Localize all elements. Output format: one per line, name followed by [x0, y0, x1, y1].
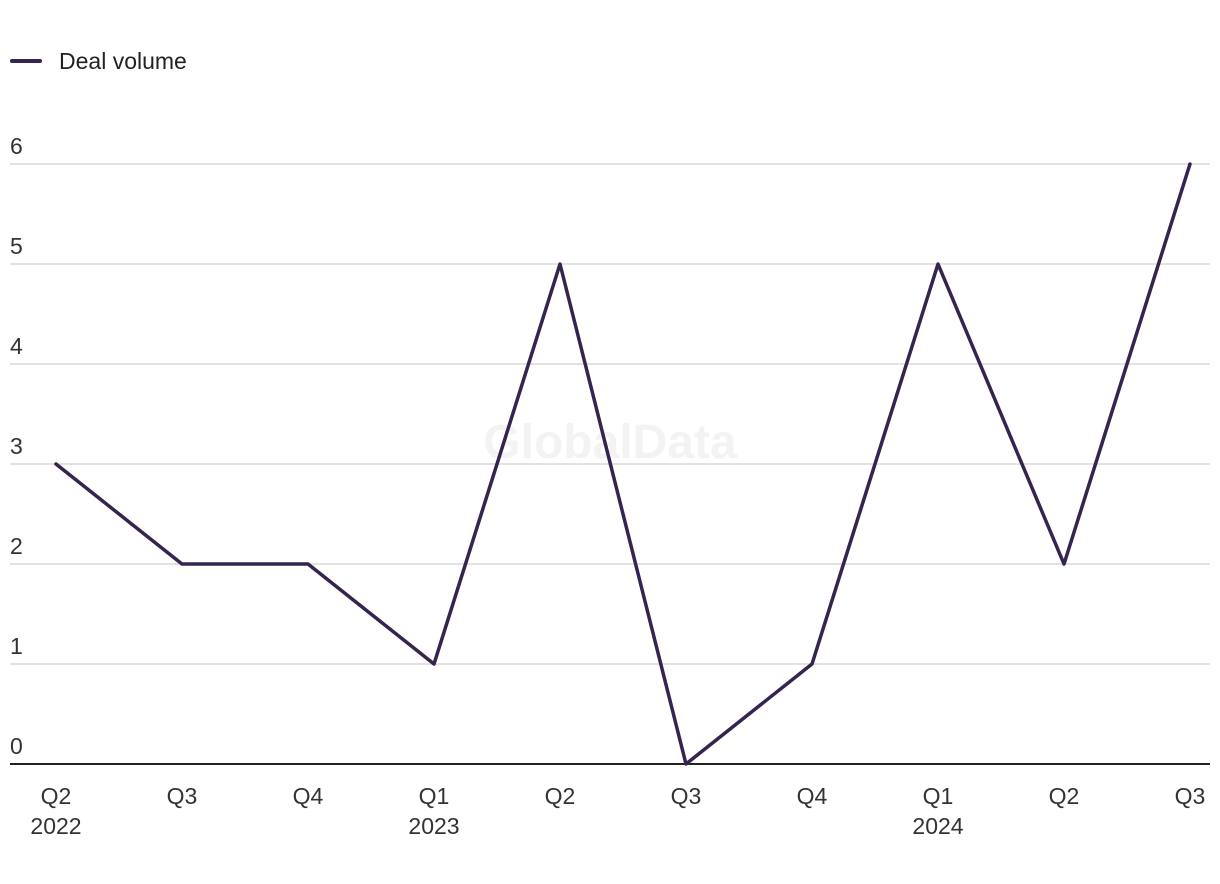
y-tick-label: 2 [10, 533, 23, 559]
legend-label: Deal volume [59, 47, 187, 74]
y-tick-label: 0 [10, 733, 23, 759]
grid [10, 163, 1210, 665]
x-tick-quarter-label: Q3 [1175, 783, 1206, 809]
x-tick-quarter-label: Q2 [41, 783, 72, 809]
x-tick-quarter-label: Q3 [671, 783, 702, 809]
y-tick-label: 6 [10, 133, 23, 159]
y-axis-ticks: 0 1 2 3 4 5 6 [10, 133, 23, 759]
x-tick-year-label: 2022 [30, 813, 81, 839]
legend: Deal volume [10, 46, 187, 76]
x-tick-quarter-label: Q2 [1049, 783, 1080, 809]
y-tick-label: 1 [10, 633, 23, 659]
x-tick-quarter-label: Q1 [419, 783, 450, 809]
x-axis-ticks: Q2 2022 Q3 Q4 Q1 2023 Q2 Q3 Q4 Q1 2024 Q2 Q3 [30, 783, 1205, 839]
y-tick-label: 4 [10, 333, 23, 359]
x-tick-quarter-label: Q1 [923, 783, 954, 809]
x-tick-year-label: 2024 [912, 813, 963, 839]
x-tick-quarter-label: Q4 [293, 783, 324, 809]
x-tick-quarter-label: Q3 [167, 783, 198, 809]
x-tick-year-label: 2023 [408, 813, 459, 839]
y-tick-label: 3 [10, 433, 23, 459]
series-line-deal-volume [54, 162, 1192, 766]
x-tick-quarter-label: Q4 [797, 783, 828, 809]
legend-swatch [10, 59, 42, 63]
y-tick-label: 5 [10, 233, 23, 259]
x-tick-quarter-label: Q2 [545, 783, 576, 809]
